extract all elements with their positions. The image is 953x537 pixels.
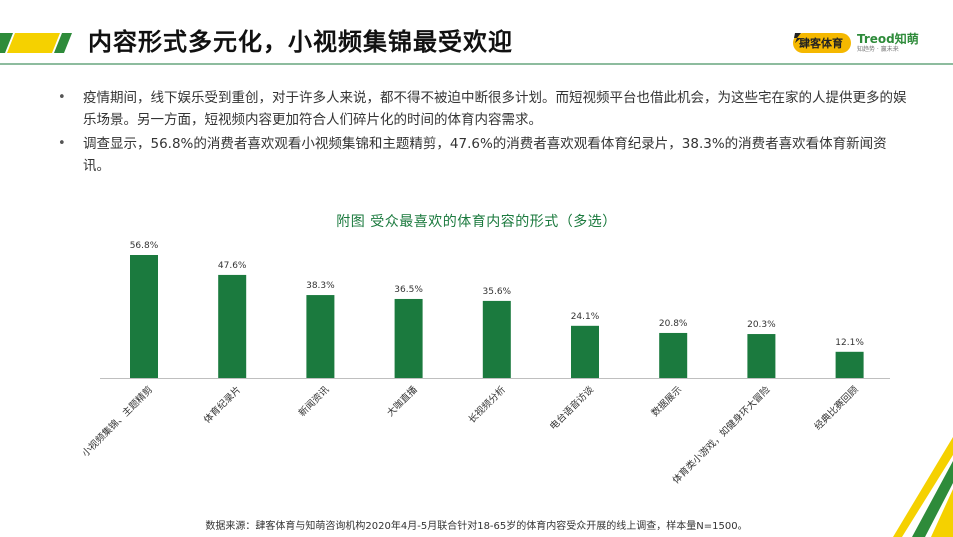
- sixcore-logo: 肆客体育: [793, 33, 851, 53]
- corner-stripe-decoration: [893, 437, 953, 537]
- category-tick-label: 体育类小游戏，如健身环大冒险: [670, 383, 773, 486]
- category-tick-label: 数据展示: [649, 384, 684, 419]
- category-tick-label: 经典比赛回顾: [812, 383, 861, 432]
- category-tick-label: 小视频集锦、主题精剪: [79, 384, 155, 460]
- bar-value-label: 38.3%: [306, 281, 335, 291]
- sixcore-mark-icon: [794, 33, 801, 43]
- bar: [747, 334, 776, 378]
- category-tick-label: 新闻资讯: [296, 383, 332, 419]
- bullet-item: 疫情期间，线下娱乐受到重创，对于许多人来说，都不得不被迫中断很多计划。而短视频平…: [58, 87, 908, 131]
- bar-value-label: 35.6%: [483, 287, 512, 297]
- bar-value-label: 20.3%: [747, 320, 776, 330]
- bar-value-label: 24.1%: [571, 312, 600, 322]
- summary-bullets: 疫情期间，线下娱乐受到重创，对于许多人来说，都不得不被迫中断很多计划。而短视频平…: [58, 87, 908, 179]
- bar: [218, 274, 247, 378]
- bar-value-label: 56.8%: [130, 241, 159, 251]
- bar-value-label: 36.5%: [394, 285, 423, 295]
- trend-logo-text: Treod知萌: [857, 32, 919, 46]
- trend-logo-tagline: 知趋势 · 赢未来: [857, 46, 899, 53]
- category-tick-label: 长视频分析: [466, 383, 508, 425]
- bar: [835, 351, 864, 378]
- bullet-item: 调查显示，56.8%的消费者喜欢观看小视频集锦和主题精剪，47.6%的消费者喜欢…: [58, 133, 908, 177]
- bar: [306, 295, 335, 378]
- sixcore-logo-text: 肆客体育: [799, 37, 843, 50]
- chart-title: 附图 受众最喜欢的体育内容的形式（多选）: [336, 214, 617, 230]
- bar: [394, 298, 423, 378]
- title-band: 内容形式多元化，小视频集锦最受欢迎 肆客体育 Treod知萌 知趋势 · 赢未来: [0, 0, 953, 68]
- bar: [482, 300, 511, 378]
- bar: [130, 255, 158, 378]
- bar-value-label: 20.8%: [659, 319, 688, 329]
- category-tick-label: 大咖直播: [384, 383, 420, 419]
- bar: [571, 325, 599, 378]
- bar-value-label: 47.6%: [218, 261, 247, 271]
- bar: [659, 332, 688, 378]
- bar-chart: 56.8% 小视频集锦、主题精剪 47.6% 体育纪录片 38.3% 新闻资讯 36.5% 大…: [79, 241, 890, 486]
- category-tick-label: 电台语音访谈: [547, 383, 596, 432]
- trend-logo: Treod知萌 知趋势 · 赢未来: [857, 33, 919, 53]
- title-stripe-decoration: [0, 33, 953, 65]
- page-title: 内容形式多元化，小视频集锦最受欢迎: [88, 28, 513, 56]
- bar-value-label: 12.1%: [835, 338, 864, 348]
- category-tick-label: 体育纪录片: [201, 384, 243, 426]
- partner-logos: 肆客体育 Treod知萌 知趋势 · 赢未来: [793, 32, 919, 54]
- data-source-note: 数据来源：肆客体育与知萌咨询机构2020年4月-5月联合针对18-65岁的体育内…: [205, 521, 748, 532]
